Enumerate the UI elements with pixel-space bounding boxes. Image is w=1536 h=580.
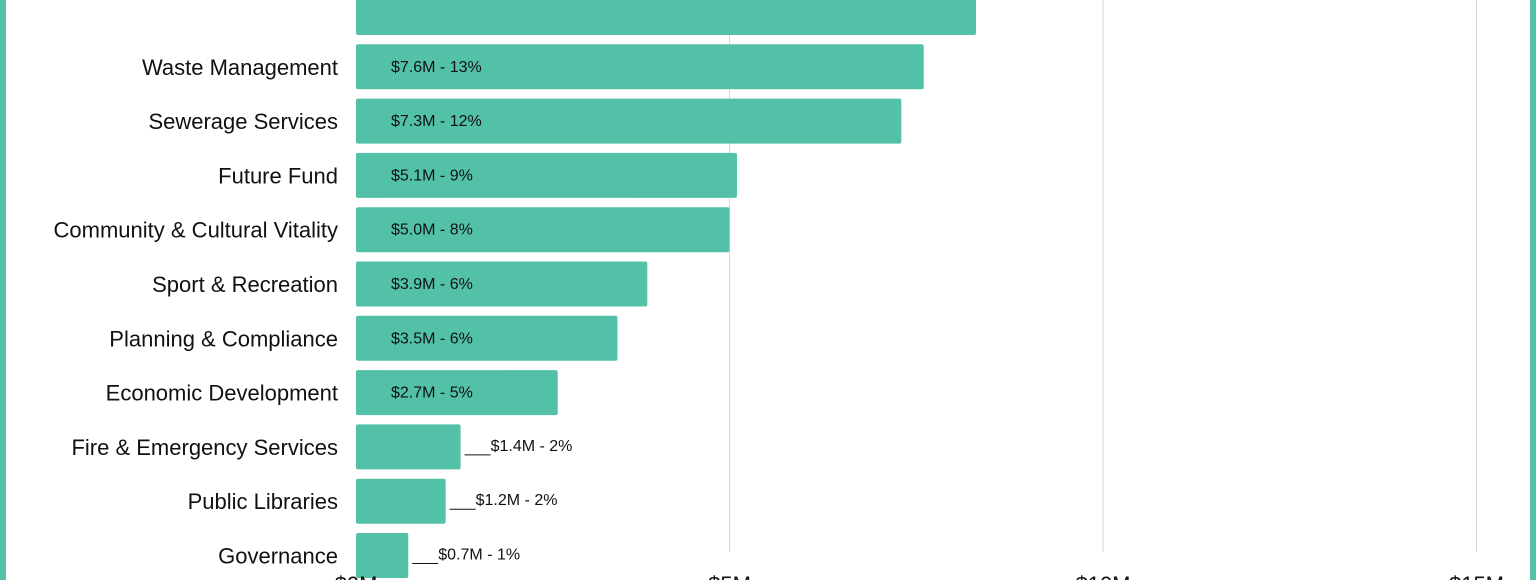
data-label: $5.1M - 9% xyxy=(391,167,473,184)
category-label: Fire & Emergency Services xyxy=(71,435,338,460)
bar xyxy=(356,424,461,470)
bar xyxy=(356,261,648,307)
data-label: $7.6M - 13% xyxy=(391,59,482,76)
x-tick-label: $5M xyxy=(708,572,751,580)
data-label: $3.5M - 6% xyxy=(391,330,473,347)
category-label: Public Libraries xyxy=(188,489,338,514)
x-axis-ticks: $0M $5M $10M $15M xyxy=(335,572,1504,580)
bar xyxy=(356,0,977,35)
category-label: Planning & Compliance xyxy=(109,326,338,351)
category-label: Governance xyxy=(218,544,338,569)
category-label: Economic Development xyxy=(106,381,338,406)
data-label: $2.7M - 5% xyxy=(391,385,473,402)
data-label: $3.9M - 6% xyxy=(391,276,473,293)
bar xyxy=(356,44,924,90)
bar xyxy=(356,152,737,198)
bar xyxy=(356,478,446,524)
data-label: $1.2M - 2% xyxy=(476,492,558,509)
bars xyxy=(356,0,977,578)
category-label: Waste Management xyxy=(142,55,338,80)
grid-lines xyxy=(729,0,1477,552)
x-tick-label: $0M xyxy=(335,572,378,580)
bar xyxy=(356,533,409,578)
data-label: $0.7M - 1% xyxy=(438,547,520,564)
x-tick-label: $15M xyxy=(1449,572,1504,580)
bar xyxy=(356,370,558,416)
bar xyxy=(356,98,902,144)
category-label: Community & Cultural Vitality xyxy=(54,218,338,243)
bar xyxy=(356,207,730,253)
data-label: $7.3M - 12% xyxy=(391,113,482,130)
category-label: Future Fund xyxy=(218,163,338,188)
data-label: $1.4M - 2% xyxy=(491,438,573,455)
category-label: Sport & Recreation xyxy=(152,272,338,297)
data-labels: $7.6M - 13% $7.3M - 12% $5.1M - 9% $5.0M - … xyxy=(391,59,572,564)
data-label: $5.0M - 8% xyxy=(391,222,473,239)
bar xyxy=(356,315,618,361)
category-label: Sewerage Services xyxy=(148,109,338,134)
x-tick-label: $10M xyxy=(1075,572,1130,580)
category-labels: Waste Management Sewerage Services Future … xyxy=(54,55,338,569)
